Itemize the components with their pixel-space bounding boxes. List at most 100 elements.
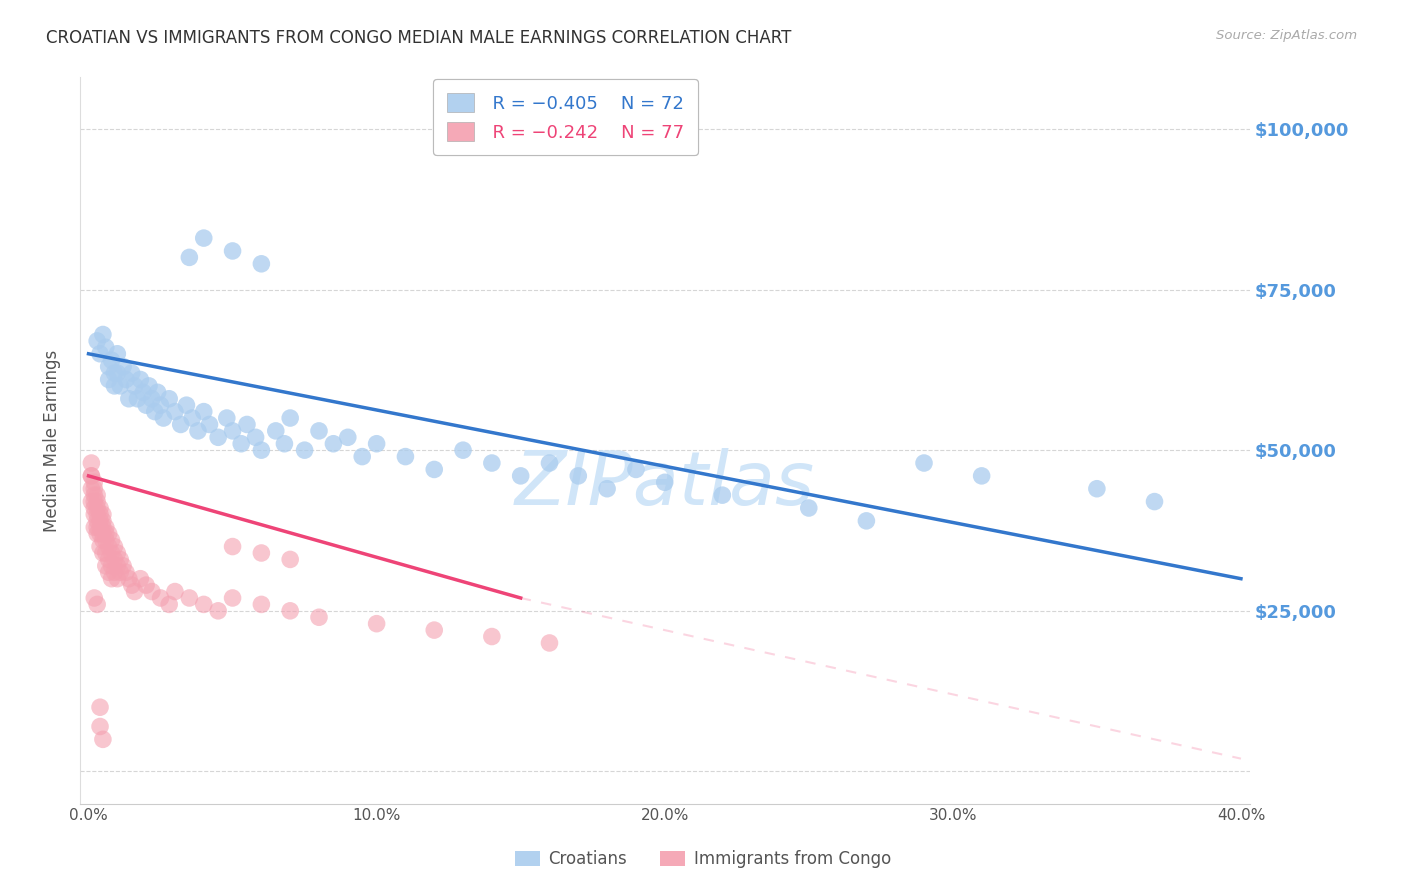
Point [108,379,131,393]
Point [89,501,111,516]
Point [94,526,117,541]
Point [250,443,273,458]
Point [86,514,108,528]
Point [129,572,152,586]
Point [86,494,108,508]
Point [94,520,117,534]
Point [112,359,135,374]
Legend: Croatians, Immigrants from Congo: Croatians, Immigrants from Congo [509,844,897,875]
Point [157,392,180,406]
Point [115,566,138,580]
Point [100,546,122,560]
Point [97,566,120,580]
Point [105,366,128,380]
Point [538,456,561,470]
Point [567,468,589,483]
Point [83,475,105,490]
Point [538,636,561,650]
Point [89,508,111,522]
Point [215,411,238,425]
Point [273,436,295,450]
Point [89,514,111,528]
Point [129,372,152,386]
Point [86,334,108,348]
Point [91,533,114,548]
Text: ZIPatlas: ZIPatlas [515,448,815,520]
Point [86,598,108,612]
Point [187,424,209,438]
Point [91,526,114,541]
Point [855,514,877,528]
Point [308,610,330,624]
Point [83,520,105,534]
Point [797,501,820,516]
Point [481,630,503,644]
Point [250,598,273,612]
Point [100,572,122,586]
Point [97,526,120,541]
Point [103,366,125,380]
Point [278,411,301,425]
Point [83,501,105,516]
Point [89,700,111,714]
Point [100,558,122,573]
Point [83,482,105,496]
Point [97,540,120,554]
Point [127,392,149,406]
Point [481,456,503,470]
Point [1085,482,1108,496]
Point [132,385,155,400]
Point [366,616,388,631]
Point [97,359,120,374]
Point [135,578,157,592]
Point [91,514,114,528]
Point [193,231,215,245]
Point [149,591,172,605]
Point [451,443,474,458]
Point [236,417,259,432]
Point [86,501,108,516]
Point [181,411,204,425]
Point [83,488,105,502]
Text: CROATIAN VS IMMIGRANTS FROM CONGO MEDIAN MALE EARNINGS CORRELATION CHART: CROATIAN VS IMMIGRANTS FROM CONGO MEDIAN… [46,29,792,46]
Point [250,546,273,560]
Point [207,604,229,618]
Point [94,546,117,560]
Point [193,598,215,612]
Point [80,456,103,470]
Point [103,379,125,393]
Point [250,257,273,271]
Point [163,404,186,418]
Point [711,488,734,502]
Point [118,572,141,586]
Point [108,566,131,580]
Point [91,520,114,534]
Point [86,526,108,541]
Point [100,353,122,368]
Point [124,379,146,393]
Point [80,468,103,483]
Point [221,244,243,258]
Point [91,508,114,522]
Point [105,572,128,586]
Point [94,340,117,354]
Point [103,540,125,554]
Point [423,623,446,637]
Point [83,591,105,605]
Point [308,424,330,438]
Point [103,566,125,580]
Point [231,436,253,450]
Point [149,398,172,412]
Point [322,436,344,450]
Point [152,411,174,425]
Point [163,584,186,599]
Point [89,347,111,361]
Point [596,482,619,496]
Point [394,450,416,464]
Point [91,546,114,560]
Point [124,584,146,599]
Point [86,488,108,502]
Point [121,578,143,592]
Point [146,385,169,400]
Point [193,404,215,418]
